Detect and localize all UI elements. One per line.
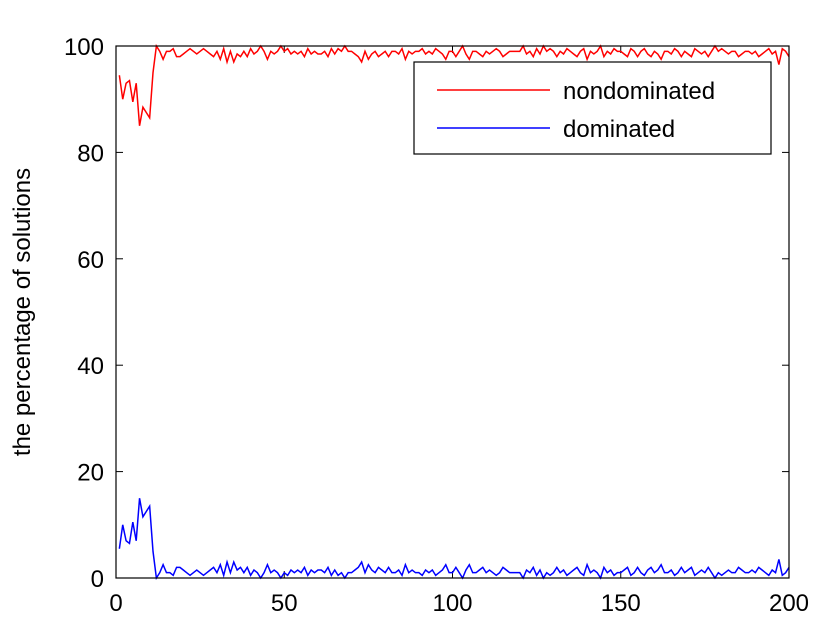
y-axis-label: the percentage of solutions [9,168,36,456]
data-line [118,43,790,126]
data-line [118,498,790,581]
legend-box [413,61,772,155]
y-tick-label: 20 [77,460,104,487]
x-tick-label: 200 [769,590,809,617]
y-tick-label: 40 [77,353,104,380]
x-tick-label: 0 [109,590,122,617]
x-tick-label: 150 [601,590,641,617]
x-tick-label: 50 [271,590,298,617]
y-tick-label: 80 [77,140,104,167]
x-tick-label: 100 [432,590,472,617]
legend-label: nondominated [563,78,715,105]
plot-frame [115,45,790,579]
legend-label: dominated [563,116,675,143]
y-tick-label: 0 [91,566,104,593]
y-tick-label: 60 [77,247,104,274]
y-tick-label: 100 [64,34,104,61]
